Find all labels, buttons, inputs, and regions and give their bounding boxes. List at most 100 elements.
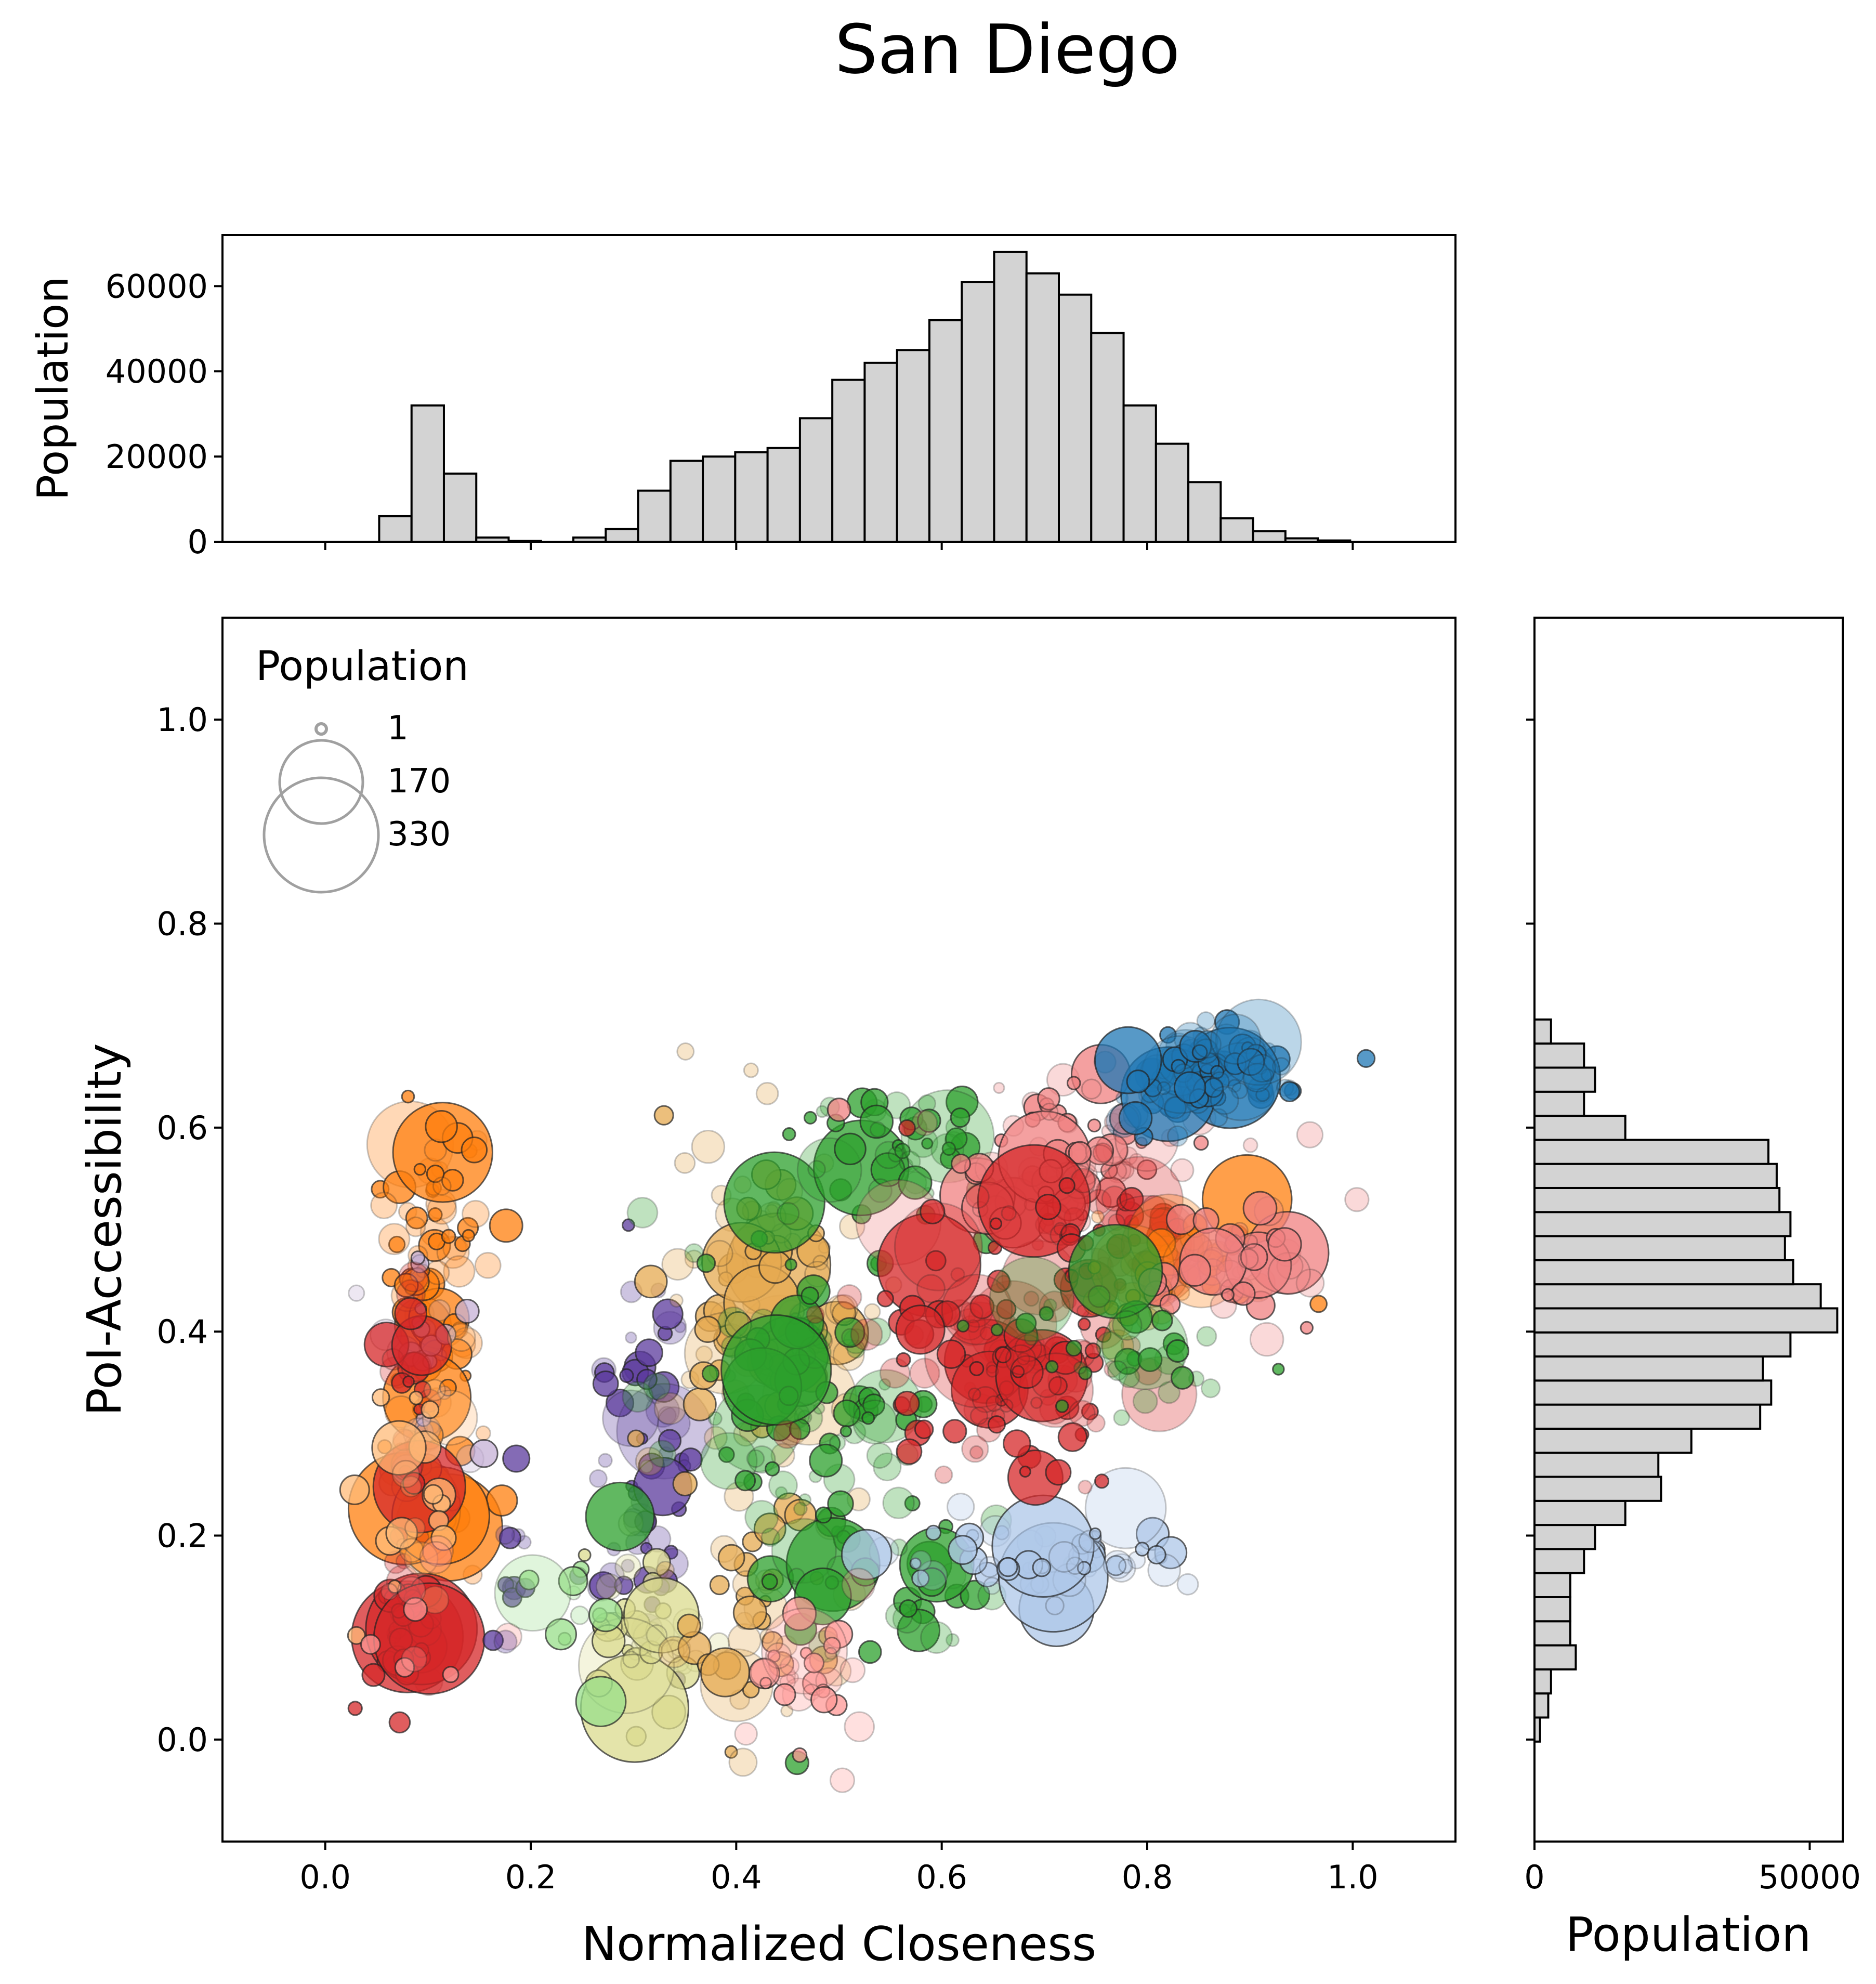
right-histogram-xlabel: Population [1566, 1908, 1812, 1962]
scatter-point [914, 1419, 934, 1440]
scatter-point [454, 1298, 480, 1324]
top-histogram-bar [863, 361, 898, 543]
scatter-point [1279, 1081, 1301, 1103]
scatter-point [395, 1552, 412, 1570]
top-histogram-ytick-label: 0 [188, 523, 208, 561]
scatter-point [1078, 1480, 1093, 1495]
scatter-point [1210, 1065, 1225, 1079]
scatter-xtick-label: 0.2 [505, 1858, 557, 1896]
top-histogram-bar [702, 455, 737, 543]
scatter-point [996, 1299, 1017, 1320]
top-histogram-ytick-label: 40000 [106, 353, 208, 390]
scatter-point [1111, 1310, 1143, 1341]
scatter-point [1087, 1285, 1111, 1308]
scatter-point [1191, 1044, 1208, 1061]
scatter-point [635, 1338, 663, 1367]
scatter-point [793, 1502, 808, 1516]
scatter-point [887, 1146, 904, 1163]
scatter-point [1151, 1310, 1173, 1332]
scatter-point [755, 1082, 779, 1105]
scatter-point [1037, 1087, 1060, 1111]
scatter-point [904, 1495, 921, 1512]
scatter-point [404, 1517, 426, 1539]
right-histogram-bar [1533, 1090, 1585, 1117]
scatter-point [1039, 1306, 1054, 1322]
scatter-point [430, 1524, 457, 1551]
scatter-point [898, 1165, 933, 1200]
scatter-point [989, 1256, 1075, 1342]
scatter-point [502, 1444, 531, 1473]
scatter-point [960, 1580, 990, 1611]
scatter-point [636, 1368, 658, 1390]
scatter-point [951, 1153, 972, 1174]
scatter-point [994, 1346, 1012, 1364]
scatter-xlabel: Normalized Closeness [582, 1917, 1096, 1972]
scatter-xtick-label: 0.6 [916, 1858, 967, 1896]
scatter-point [990, 1323, 1004, 1337]
right-histogram-xtick-label: 50000 [1759, 1858, 1861, 1896]
scatter-ticks: 0.0 0.2 0.4 0.6 0.8 1.0 0.0 0.2 0.4 0.6 0.8 1.0 [156, 701, 1378, 1896]
scatter-point [588, 1597, 623, 1633]
scatter-frame [221, 617, 1457, 1843]
scatter-point [1003, 1429, 1031, 1458]
scatter-point [878, 1378, 891, 1391]
scatter-point [983, 1576, 1001, 1595]
right-histogram-bar [1533, 1620, 1571, 1647]
right-histogram-bar [1533, 1211, 1792, 1237]
scatter-point [989, 1217, 1003, 1230]
scatter-point [1238, 1248, 1259, 1270]
right-histogram: 0 50000 Population [1524, 617, 1861, 1962]
scatter-point [625, 1331, 637, 1344]
scatter-point [700, 1647, 751, 1698]
scatter-point [339, 1474, 370, 1505]
scatter-point [1057, 1422, 1087, 1452]
right-histogram-bar [1533, 1668, 1552, 1695]
right-histogram-bar [1533, 1596, 1571, 1623]
scatter-point [391, 1459, 420, 1489]
scatter-point [836, 1284, 862, 1310]
scatter-point [1073, 1361, 1087, 1375]
scatter-ytick-label: 0.0 [156, 1721, 208, 1759]
scatter-point [1255, 1087, 1270, 1102]
scatter-point [917, 1108, 941, 1133]
scatter-point [1242, 1137, 1258, 1153]
scatter-point [423, 1484, 444, 1505]
scatter-point [1012, 1365, 1025, 1378]
top-histogram-bar [831, 378, 866, 543]
scatter-point [1200, 1378, 1221, 1399]
scatter-point [827, 1490, 854, 1517]
scatter-point [792, 1747, 808, 1763]
scatter-point [622, 1651, 640, 1668]
scatter-point [1053, 1222, 1067, 1236]
scatter-point [1118, 1366, 1140, 1389]
scatter-point [728, 1747, 758, 1777]
scatter-point [622, 1218, 635, 1232]
scatter-point [895, 1304, 946, 1355]
scatter-point [494, 1554, 572, 1632]
top-histogram-bar [798, 417, 834, 543]
scatter-point [921, 1137, 934, 1150]
scatter-point [437, 1385, 452, 1400]
scatter-point [518, 1569, 540, 1590]
scatter-point [1231, 1082, 1249, 1100]
scatter-point [770, 1443, 795, 1468]
scatter-point [419, 1541, 453, 1574]
scatter-point [898, 1119, 916, 1137]
scatter-point [1163, 1096, 1187, 1119]
scatter-xtick-label: 0.8 [1122, 1858, 1173, 1896]
right-histogram-bar [1533, 1235, 1786, 1261]
scatter-point [443, 1255, 476, 1288]
scatter-point [348, 1284, 365, 1302]
scatter-point [634, 1264, 668, 1299]
top-histogram-bar [1252, 530, 1287, 543]
scatter-point [1209, 1108, 1228, 1127]
scatter-point [841, 1529, 893, 1581]
legend-label-330: 330 [387, 815, 451, 854]
scatter-point [401, 1646, 428, 1673]
scatter-point [734, 1722, 758, 1746]
scatter-point [829, 1767, 856, 1793]
scatter-point [734, 1470, 756, 1492]
scatter-point [1221, 1288, 1235, 1302]
scatter-point [761, 1573, 778, 1590]
scatter-point [394, 1657, 415, 1678]
